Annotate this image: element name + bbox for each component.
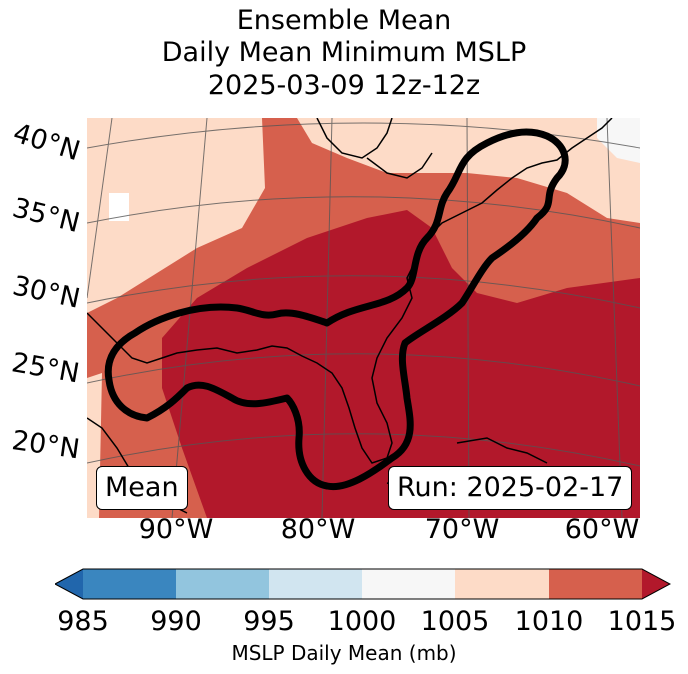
colorbar-bin-990-995 [176,569,269,599]
lat-label-20n: 20°N [9,425,82,466]
mean-label-box: Mean [96,466,188,510]
lat-label-25n: 25°N [9,347,82,390]
lon-label-60w: 60°W [564,514,640,545]
colorbar-tick-1000: 1000 [327,606,397,637]
colorbar-extend-left [55,569,83,599]
graticule [87,118,640,518]
region-1000-1005 [109,193,129,221]
title-line-3: 2025-03-09 12z-12z [207,70,481,101]
lon-label-80w: 80°W [280,514,356,545]
colorbar-tick-1015: 1015 [607,606,677,637]
colorbar-extend-right [642,569,670,599]
colorbar-tick-990: 990 [150,606,202,637]
region-1005-1010 [87,118,265,313]
colorbar-bin-985-990 [83,569,176,599]
title-line-1: Ensemble Mean [236,5,452,36]
lat-label-40n: 40°N [9,117,84,168]
lat-label-30n: 30°N [9,270,83,315]
colorbar [55,568,671,600]
mslp-map [87,118,640,518]
colorbar-label: MSLP Daily Mean (mb) [231,641,457,665]
lon-label-70w: 70°W [424,514,500,545]
colorbar-tick-1005: 1005 [420,606,490,637]
colorbar-tick-985: 985 [57,606,109,637]
mean-contour [104,128,569,491]
title-line-2: Daily Mean Minimum MSLP [161,37,527,68]
lon-label-90w: 90°W [138,514,214,545]
colorbar-bin-995-1000 [269,569,362,599]
colorbar-tick-1010: 1010 [514,606,584,637]
lat-label-35n: 35°N [9,192,83,240]
colorbar-bin-1010-1015 [549,569,642,599]
colorbar-tick-995: 995 [243,606,295,637]
colorbar-bin-1000-1005 [362,569,455,599]
run-label-box: Run: 2025-02-17 [388,466,633,510]
colorbar-bin-1005-1010 [455,569,549,599]
